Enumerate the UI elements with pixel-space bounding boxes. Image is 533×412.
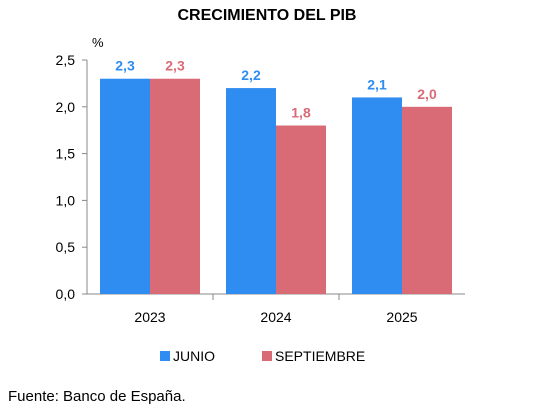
- data-label: 2,3: [115, 58, 135, 74]
- bar-junio: [352, 97, 402, 294]
- y-unit-label: %: [92, 35, 104, 50]
- x-tick-label: 2023: [134, 309, 165, 325]
- plot-area: 0,0 0,5 1,0 1,5 2,0 2,5 2023 2,3 2,3 2024 2,2 1,8 20…: [56, 52, 465, 325]
- y-tick-label: 1,5: [56, 146, 76, 162]
- data-label: 1,8: [291, 105, 311, 121]
- legend-swatch: [160, 351, 170, 361]
- x-tick-label: 2024: [260, 309, 291, 325]
- y-tick-label: 1,0: [56, 192, 76, 208]
- legend: JUNIO SEPTIEMBRE: [160, 348, 365, 364]
- bar-septiembre: [402, 106, 452, 294]
- x-tick-label: 2025: [386, 309, 417, 325]
- legend-label: JUNIO: [173, 348, 215, 364]
- y-tick-label: 2,0: [56, 99, 76, 115]
- bar-septiembre: [276, 125, 326, 295]
- chart-title: CRECIMIENTO DEL PIB: [178, 7, 357, 24]
- source-note: Fuente: Banco de España.: [8, 388, 186, 405]
- data-label: 2,0: [417, 86, 437, 102]
- data-label: 2,1: [367, 76, 387, 92]
- bar-junio: [226, 88, 276, 294]
- legend-swatch: [262, 351, 272, 361]
- y-tick-label: 2,5: [56, 52, 76, 68]
- y-tick-label: 0,0: [56, 286, 76, 302]
- y-tick-label: 0,5: [56, 239, 76, 255]
- data-label: 2,3: [165, 58, 185, 74]
- bar-junio: [100, 78, 150, 294]
- bar-septiembre: [150, 78, 200, 294]
- legend-label: SEPTIEMBRE: [275, 348, 365, 364]
- data-label: 2,2: [241, 67, 261, 83]
